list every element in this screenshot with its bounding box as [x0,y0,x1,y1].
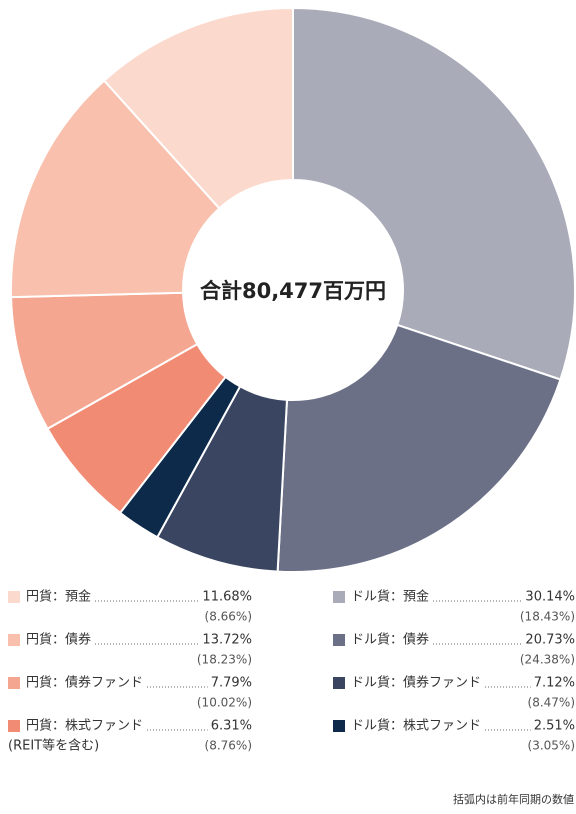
legend-item: ドル貨：株式ファンド 2.51% (3.05%) [333,718,575,753]
value-label: 7.79% [211,676,252,691]
value-label: 2.51% [534,719,575,734]
slice [276,323,562,573]
legend-label: 円貨：株式ファンド [26,718,143,734]
legend-item: 円貨：債券ファンド 7.79% (10.02%) [8,675,252,710]
legend-swatch [8,720,20,732]
prior-value-label: (8.76%) [205,739,252,753]
legend-swatch [8,634,20,646]
legend-swatch [8,677,20,689]
prior-value-label: (10.02%) [197,696,252,710]
slices [10,6,576,573]
value-label: 6.31% [211,719,252,734]
legend-item: ドル貨：債券 20.73% (24.38%) [333,632,575,667]
legend-label: ドル貨：株式ファンド [351,718,481,734]
legend-swatch [333,634,345,646]
legend-item: ドル貨：債券ファンド 7.12% (8.47%) [333,675,575,710]
value-label: 20.73% [525,633,575,648]
value-label: 7.12% [534,676,575,691]
prior-value-label: (8.66%) [205,610,252,624]
legend-item: 円貨：預金 11.68% (8.66%) [8,589,252,624]
legend-item: 円貨：株式ファンド 6.31% (8.76%) [8,718,252,753]
legend-item: ドル貨：預金 30.14% (18.43%) [333,589,575,624]
footnote: 括弧内は前年同期の数値 [453,792,574,806]
prior-value-label: (24.38%) [520,653,575,667]
slice [292,6,576,381]
legend-label: ドル貨：預金 [351,589,429,605]
prior-value-label: (3.05%) [528,739,575,753]
prior-value-label: (8.47%) [528,696,575,710]
legend-swatch [333,720,345,732]
value-label: 30.14% [525,590,575,605]
legend-swatch [8,591,20,603]
center-label: 合計80,477百万円 [200,279,386,303]
legend-label: ドル貨：債券ファンド [351,675,481,691]
prior-value-label: (18.23%) [197,653,252,667]
legend-item: 円貨：債券 13.72% (18.23%) [8,632,252,667]
legend-label: 円貨：債券ファンド [26,675,143,691]
prior-value-label: (18.43%) [520,610,575,624]
legend-label: ドル貨：債券 [351,632,429,648]
legend-label: 円貨：預金 [26,589,91,605]
legend-swatch [333,591,345,603]
legend-swatch [333,677,345,689]
slice [10,79,221,299]
slice [102,6,294,210]
legend-note: (REIT等を含む) [8,738,99,754]
value-label: 13.72% [202,633,252,648]
value-label: 11.68% [202,590,252,605]
legend-label: 円貨：債券 [26,632,91,648]
